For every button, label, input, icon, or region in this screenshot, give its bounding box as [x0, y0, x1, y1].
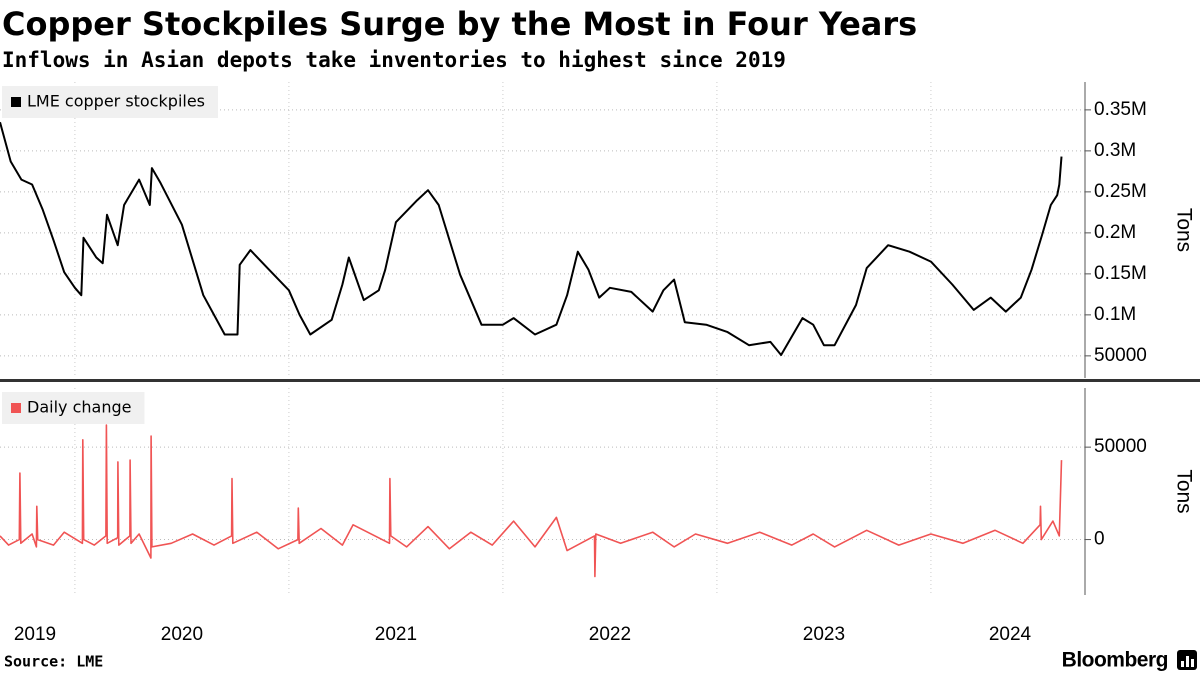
chart-title: Copper Stockpiles Surge by the Most in F…: [2, 5, 917, 43]
y-tick-label: 0.1M: [1094, 304, 1136, 325]
chart-subtitle: Inflows in Asian depots take inventories…: [2, 48, 786, 72]
y-tick-label: 0.35M: [1094, 99, 1147, 120]
y-tick-label: 0.3M: [1094, 140, 1136, 161]
data-line: [0, 121, 1063, 356]
panel-divider: [0, 379, 1200, 382]
y-tick-label: 0: [1094, 529, 1105, 550]
x-tick-label: 2022: [589, 624, 631, 645]
legend-box: [2, 392, 145, 424]
source: Source: LME: [4, 653, 103, 671]
y-axis-label: Tons: [1172, 469, 1195, 513]
legend-swatch: [11, 403, 21, 413]
brand: Bloomberg: [1062, 649, 1168, 672]
legend-swatch: [11, 97, 21, 107]
y-tick-label: 0.2M: [1094, 222, 1136, 243]
y-tick-label: 50000: [1094, 436, 1147, 457]
brand-icon-bar: [1186, 656, 1189, 667]
x-tick-label: 2020: [161, 624, 203, 645]
brand-icon-bar: [1191, 659, 1194, 667]
y-tick-label: 0.15M: [1094, 263, 1147, 284]
x-tick-label: 2021: [375, 624, 417, 645]
legend-label: Daily change: [27, 398, 131, 417]
legend-box: [2, 86, 219, 118]
brand-icon-bar: [1181, 661, 1184, 667]
x-tick-label: 2019: [14, 624, 56, 645]
data-line: [0, 424, 1063, 578]
y-tick-label: 50000: [1094, 345, 1147, 366]
y-axis-label: Tons: [1172, 208, 1195, 252]
x-tick-label: 2023: [803, 624, 845, 645]
y-tick-label: 0.25M: [1094, 181, 1147, 202]
x-tick-label: 2024: [989, 624, 1032, 645]
legend-label: LME copper stockpiles: [27, 92, 205, 111]
